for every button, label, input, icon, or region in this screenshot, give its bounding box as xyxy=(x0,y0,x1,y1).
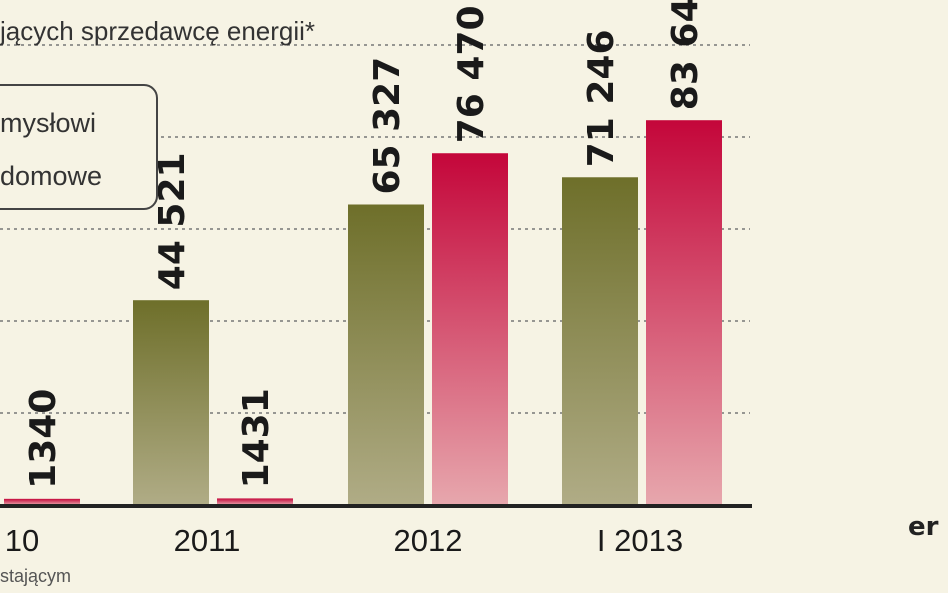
chart-title: jących sprzedawcę energii* xyxy=(0,16,316,46)
legend: mysłowi domowe xyxy=(0,84,158,210)
bar-labels: 44 521 65 327 71 246 1340 1431 76 470 83 649 xyxy=(23,0,706,489)
x-tick-label: I 2013 xyxy=(597,523,683,558)
bar-2-1 xyxy=(4,498,80,505)
legend-item-mysłowi: mysłowi xyxy=(0,108,97,138)
bar-2-2 xyxy=(217,498,293,505)
legend-item-domowe: domowe xyxy=(0,161,103,191)
bar-label-1-4: 71 246 xyxy=(581,29,622,167)
bar-label-1-2: 44 521 xyxy=(152,152,193,290)
bar-label-2-2: 1431 xyxy=(236,388,277,488)
bar-2-3 xyxy=(432,153,508,505)
bar-label-2-1: 1340 xyxy=(23,389,64,489)
x-tick-label: 10 xyxy=(5,523,39,558)
footnote: stającym xyxy=(0,566,72,586)
bar-2-4 xyxy=(646,120,722,505)
bar-label-1-3: 65 327 xyxy=(367,57,408,195)
bar-1-2 xyxy=(133,300,209,505)
bar-1-3 xyxy=(348,204,424,506)
x-tick-label: 2011 xyxy=(174,523,241,558)
bar-1-4 xyxy=(562,177,638,505)
x-tick-label: 2012 xyxy=(394,523,463,558)
bar-label-2-3: 76 470 xyxy=(451,5,492,143)
bars xyxy=(4,120,722,506)
side-text: er xyxy=(908,512,939,542)
x-tick-labels: 10 2011 2012 I 2013 xyxy=(5,523,683,558)
bar-label-2-4: 83 649 xyxy=(665,0,706,110)
